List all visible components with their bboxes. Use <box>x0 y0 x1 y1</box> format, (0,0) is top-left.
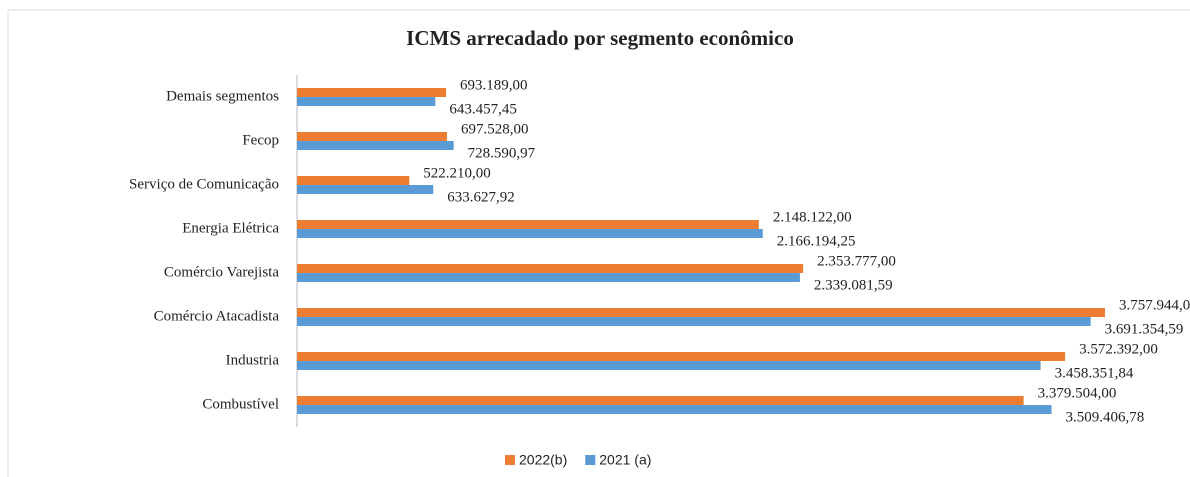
y-tick-label: Combustível <box>202 396 279 412</box>
bar <box>297 220 759 229</box>
bar <box>297 405 1052 414</box>
chart-title: ICMS arrecadado por segmento econômico <box>406 26 794 50</box>
y-tick-label: Fecop <box>242 132 279 148</box>
data-label: 2.148.122,00 <box>773 209 852 225</box>
data-label: 3.572.392,00 <box>1079 341 1158 357</box>
data-label: 693.189,00 <box>460 77 528 93</box>
bar <box>297 308 1105 317</box>
y-tick-label: Industria <box>226 352 280 368</box>
data-label: 2.353.777,00 <box>817 253 896 269</box>
y-tick-label: Energia Elétrica <box>182 220 279 236</box>
data-label: 3.379.504,00 <box>1038 385 1117 401</box>
data-label: 3.757.944,00 <box>1119 297 1190 313</box>
bar <box>297 317 1091 326</box>
y-tick-label: Demais segmentos <box>166 88 279 104</box>
legend-swatch <box>585 455 596 465</box>
legend-label: 2021 (a) <box>599 452 651 468</box>
bar <box>297 176 410 185</box>
bar <box>297 88 447 97</box>
bar <box>297 273 800 282</box>
bar <box>297 141 454 150</box>
data-label: 643.457,45 <box>449 101 517 117</box>
bar <box>297 132 447 141</box>
data-label: 2.339.081,59 <box>814 277 893 293</box>
data-label: 2.166.194,25 <box>777 233 856 249</box>
bar <box>297 97 436 106</box>
data-label: 3.509.406,78 <box>1066 409 1145 425</box>
bar <box>297 264 804 273</box>
bar <box>297 185 434 194</box>
legend-label: 2022(b) <box>519 452 567 468</box>
data-label: 3.458.351,84 <box>1055 365 1134 381</box>
bar <box>297 229 763 238</box>
bar <box>297 361 1041 370</box>
data-label: 633.627,92 <box>447 189 514 205</box>
legend-swatch <box>505 455 515 465</box>
data-label: 728.590,97 <box>468 145 536 161</box>
bar <box>297 352 1066 361</box>
bar <box>297 396 1024 405</box>
data-label: 3.691.354,59 <box>1105 321 1184 337</box>
y-tick-label: Serviço de Comunicação <box>129 176 279 192</box>
y-tick-label: Comércio Atacadista <box>154 308 280 324</box>
data-label: 697.528,00 <box>461 121 529 137</box>
y-tick-label: Comércio Varejista <box>164 264 279 280</box>
data-label: 522.210,00 <box>423 165 491 181</box>
